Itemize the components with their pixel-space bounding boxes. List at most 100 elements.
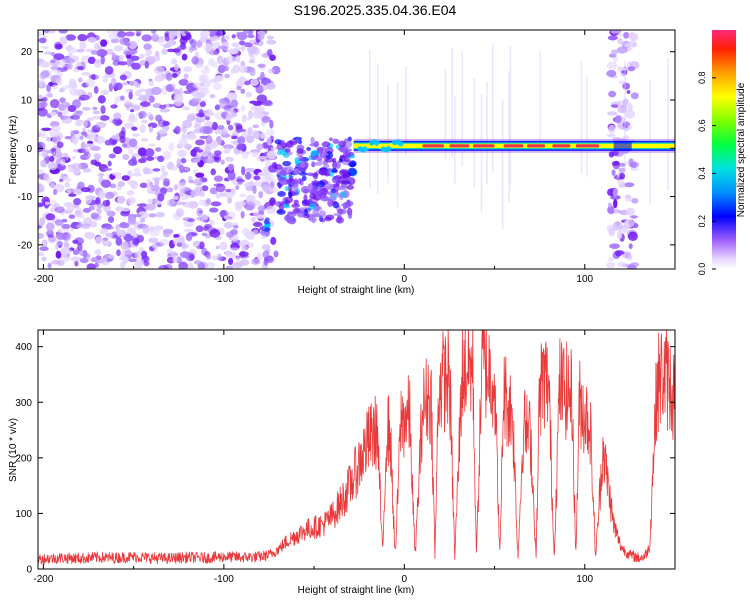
noise-blob xyxy=(86,134,96,140)
noise-blob xyxy=(127,218,137,225)
noise-blob xyxy=(241,244,249,251)
noise-blob xyxy=(608,124,616,134)
noise-blob xyxy=(113,45,124,52)
scatter-blob xyxy=(338,140,347,148)
noise-blob xyxy=(39,61,51,68)
scatter-blob xyxy=(324,172,331,177)
noise-blob xyxy=(118,54,124,62)
tone-striation xyxy=(501,99,504,229)
noise-blob xyxy=(183,66,193,73)
noise-blob xyxy=(625,207,635,216)
tone-gap xyxy=(613,140,632,151)
noise-blob xyxy=(251,258,261,265)
noise-blob xyxy=(224,147,231,154)
noise-blob xyxy=(64,181,71,188)
noise-blob xyxy=(73,198,82,206)
spectrogram-x-tick-label: -100 xyxy=(214,274,234,285)
noise-blob xyxy=(241,166,246,176)
noise-blob xyxy=(244,80,251,86)
noise-blob xyxy=(216,55,224,65)
noise-blob xyxy=(150,30,157,35)
noise-blob xyxy=(84,196,93,204)
noise-blob xyxy=(180,36,189,40)
noise-blob xyxy=(41,239,48,248)
noise-blob xyxy=(104,240,111,246)
noise-blob xyxy=(613,56,619,63)
colorbar-ticks: 0.0 0.2 0.4 0.6 0.8 xyxy=(697,72,716,275)
noise-blob xyxy=(155,147,162,152)
noise-blob xyxy=(183,143,193,150)
noise-blob xyxy=(607,35,618,41)
noise-blob xyxy=(97,45,103,50)
spectrogram-y-tick-label: 10 xyxy=(21,96,33,107)
noise-blob xyxy=(61,118,73,124)
noise-blob xyxy=(162,150,172,160)
noise-blob xyxy=(206,254,212,260)
noise-blob xyxy=(252,109,262,118)
noise-blob xyxy=(180,157,187,164)
noise-blob xyxy=(262,185,270,193)
noise-blob xyxy=(210,35,220,42)
noise-blob xyxy=(101,260,110,265)
scatter-blob xyxy=(283,203,291,209)
noise-blob xyxy=(232,262,243,269)
noise-blob xyxy=(182,106,191,111)
noise-blob xyxy=(630,167,640,171)
noise-blob xyxy=(114,82,123,91)
noise-blob xyxy=(72,188,83,195)
noise-blob xyxy=(109,183,117,189)
noise-blob xyxy=(223,65,230,72)
tone-core xyxy=(552,144,571,148)
noise-blob xyxy=(74,209,82,217)
tone-striation xyxy=(461,51,464,166)
noise-blob xyxy=(608,202,613,208)
noise-blob xyxy=(227,171,236,181)
noise-blob xyxy=(219,192,227,197)
noise-blob xyxy=(618,33,623,37)
noise-blob xyxy=(39,217,46,226)
noise-blob xyxy=(41,256,47,262)
scatter-blob xyxy=(339,180,348,185)
noise-blob xyxy=(160,187,168,194)
noise-blob xyxy=(55,77,63,86)
noise-blob xyxy=(127,146,134,155)
noise-blob xyxy=(82,249,88,259)
noise-blob xyxy=(117,31,127,38)
noise-blob xyxy=(42,97,48,102)
noise-blob xyxy=(624,194,632,199)
noise-blob xyxy=(128,158,138,167)
noise-blob xyxy=(133,167,141,174)
colorbar-tick-label: 0.4 xyxy=(697,167,707,180)
noise-blob xyxy=(97,172,105,177)
noise-blob xyxy=(190,189,201,197)
noise-blob xyxy=(627,125,632,130)
noise-blob xyxy=(105,48,114,55)
noise-blob xyxy=(631,198,639,204)
noise-blob xyxy=(238,193,247,198)
noise-blob xyxy=(117,195,126,205)
scatter-blob xyxy=(292,184,299,193)
scatter-blob xyxy=(323,163,330,169)
noise-blob xyxy=(190,148,197,157)
noise-blob xyxy=(623,31,630,39)
noise-blob xyxy=(96,203,104,209)
noise-blob xyxy=(625,109,636,119)
noise-blob xyxy=(195,149,204,153)
scatter-blob xyxy=(289,140,298,146)
noise-blob xyxy=(152,168,161,172)
noise-blob xyxy=(110,104,118,109)
scatter-blob xyxy=(297,178,302,184)
noise-blob xyxy=(188,253,195,261)
noise-blob xyxy=(196,112,207,118)
noise-blob xyxy=(181,132,187,141)
noise-blob xyxy=(217,124,225,130)
noise-blob xyxy=(103,254,109,259)
noise-blob xyxy=(49,111,57,117)
noise-blob xyxy=(627,231,638,241)
scatter-blob xyxy=(291,203,300,208)
noise-blob xyxy=(215,245,220,250)
noise-blob xyxy=(618,183,625,189)
snr-line xyxy=(38,330,675,565)
scatter-blob xyxy=(334,186,345,191)
noise-blob xyxy=(86,117,94,121)
